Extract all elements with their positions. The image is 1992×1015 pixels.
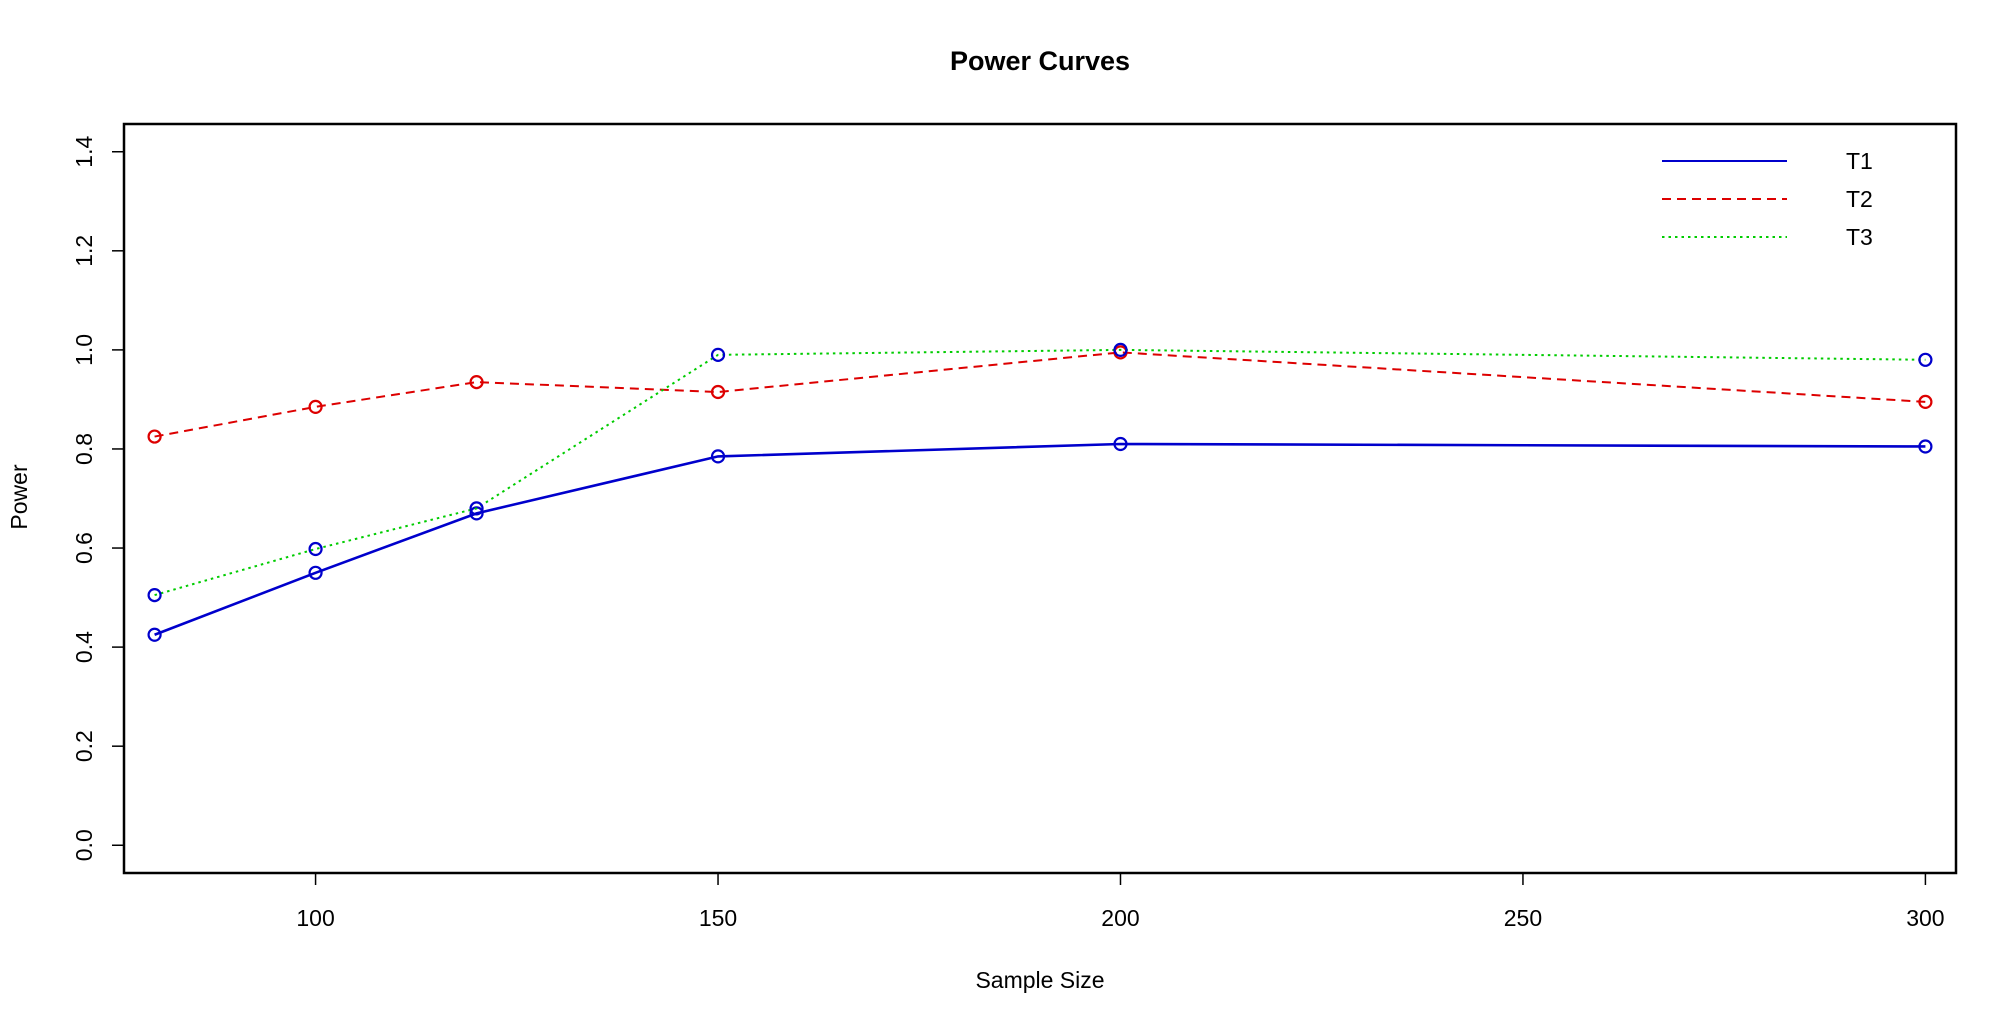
series-line (154, 442, 1926, 636)
legend-item: T1 (1662, 148, 1873, 174)
data-point (1918, 439, 1933, 454)
data-point (710, 449, 726, 464)
series-T2 (147, 345, 1933, 444)
series-T1 (147, 436, 1933, 642)
data-point (308, 541, 323, 557)
data-point (1113, 436, 1128, 452)
data-point (469, 501, 484, 516)
data-point (1113, 342, 1128, 357)
y-tick-label: 0.6 (71, 532, 97, 564)
data-point (710, 384, 726, 400)
y-tick-label: 0.2 (71, 730, 97, 762)
x-tick-label: 300 (1906, 905, 1944, 931)
y-tick-label: 1.4 (71, 136, 97, 168)
data-point (308, 399, 323, 414)
data-point (710, 347, 726, 362)
y-tick-label: 0.4 (71, 631, 97, 663)
x-axis-label: Sample Size (975, 967, 1104, 993)
data-point (469, 374, 484, 390)
data-point (147, 587, 162, 603)
y-axis: 0.0 0.2 0.4 0.6 0.8 1.0 1.2 1.4 (71, 136, 125, 861)
y-tick-label: 0.0 (71, 829, 97, 861)
data-point (469, 506, 484, 521)
data-point (1918, 352, 1933, 367)
x-axis: 100 150 200 250 300 (296, 872, 1945, 931)
data-point (147, 429, 162, 444)
y-tick-label: 1.0 (71, 334, 97, 366)
plot-frame (122, 122, 1958, 875)
y-axis-label: Power (6, 464, 32, 530)
series-line (154, 348, 1926, 597)
legend-item: T3 (1662, 224, 1873, 250)
x-tick-label: 200 (1101, 905, 1139, 931)
legend-item: T2 (1662, 186, 1873, 212)
x-tick-label: 100 (296, 905, 334, 931)
legend-label: T2 (1846, 186, 1873, 212)
data-point (308, 565, 323, 580)
x-tick-label: 250 (1504, 905, 1542, 931)
series-layer (147, 342, 1933, 642)
y-tick-label: 1.2 (71, 235, 97, 267)
series-T3 (147, 342, 1933, 603)
y-tick-label: 0.8 (71, 433, 97, 465)
x-tick-label: 150 (699, 905, 737, 931)
data-point (147, 627, 162, 642)
legend-label: T3 (1846, 224, 1873, 250)
series-line (154, 351, 1926, 438)
legend-label: T1 (1846, 148, 1873, 174)
data-point (1918, 394, 1933, 410)
legend: T1 T2 T3 (1662, 148, 1873, 250)
chart-title: Power Curves (950, 46, 1130, 76)
